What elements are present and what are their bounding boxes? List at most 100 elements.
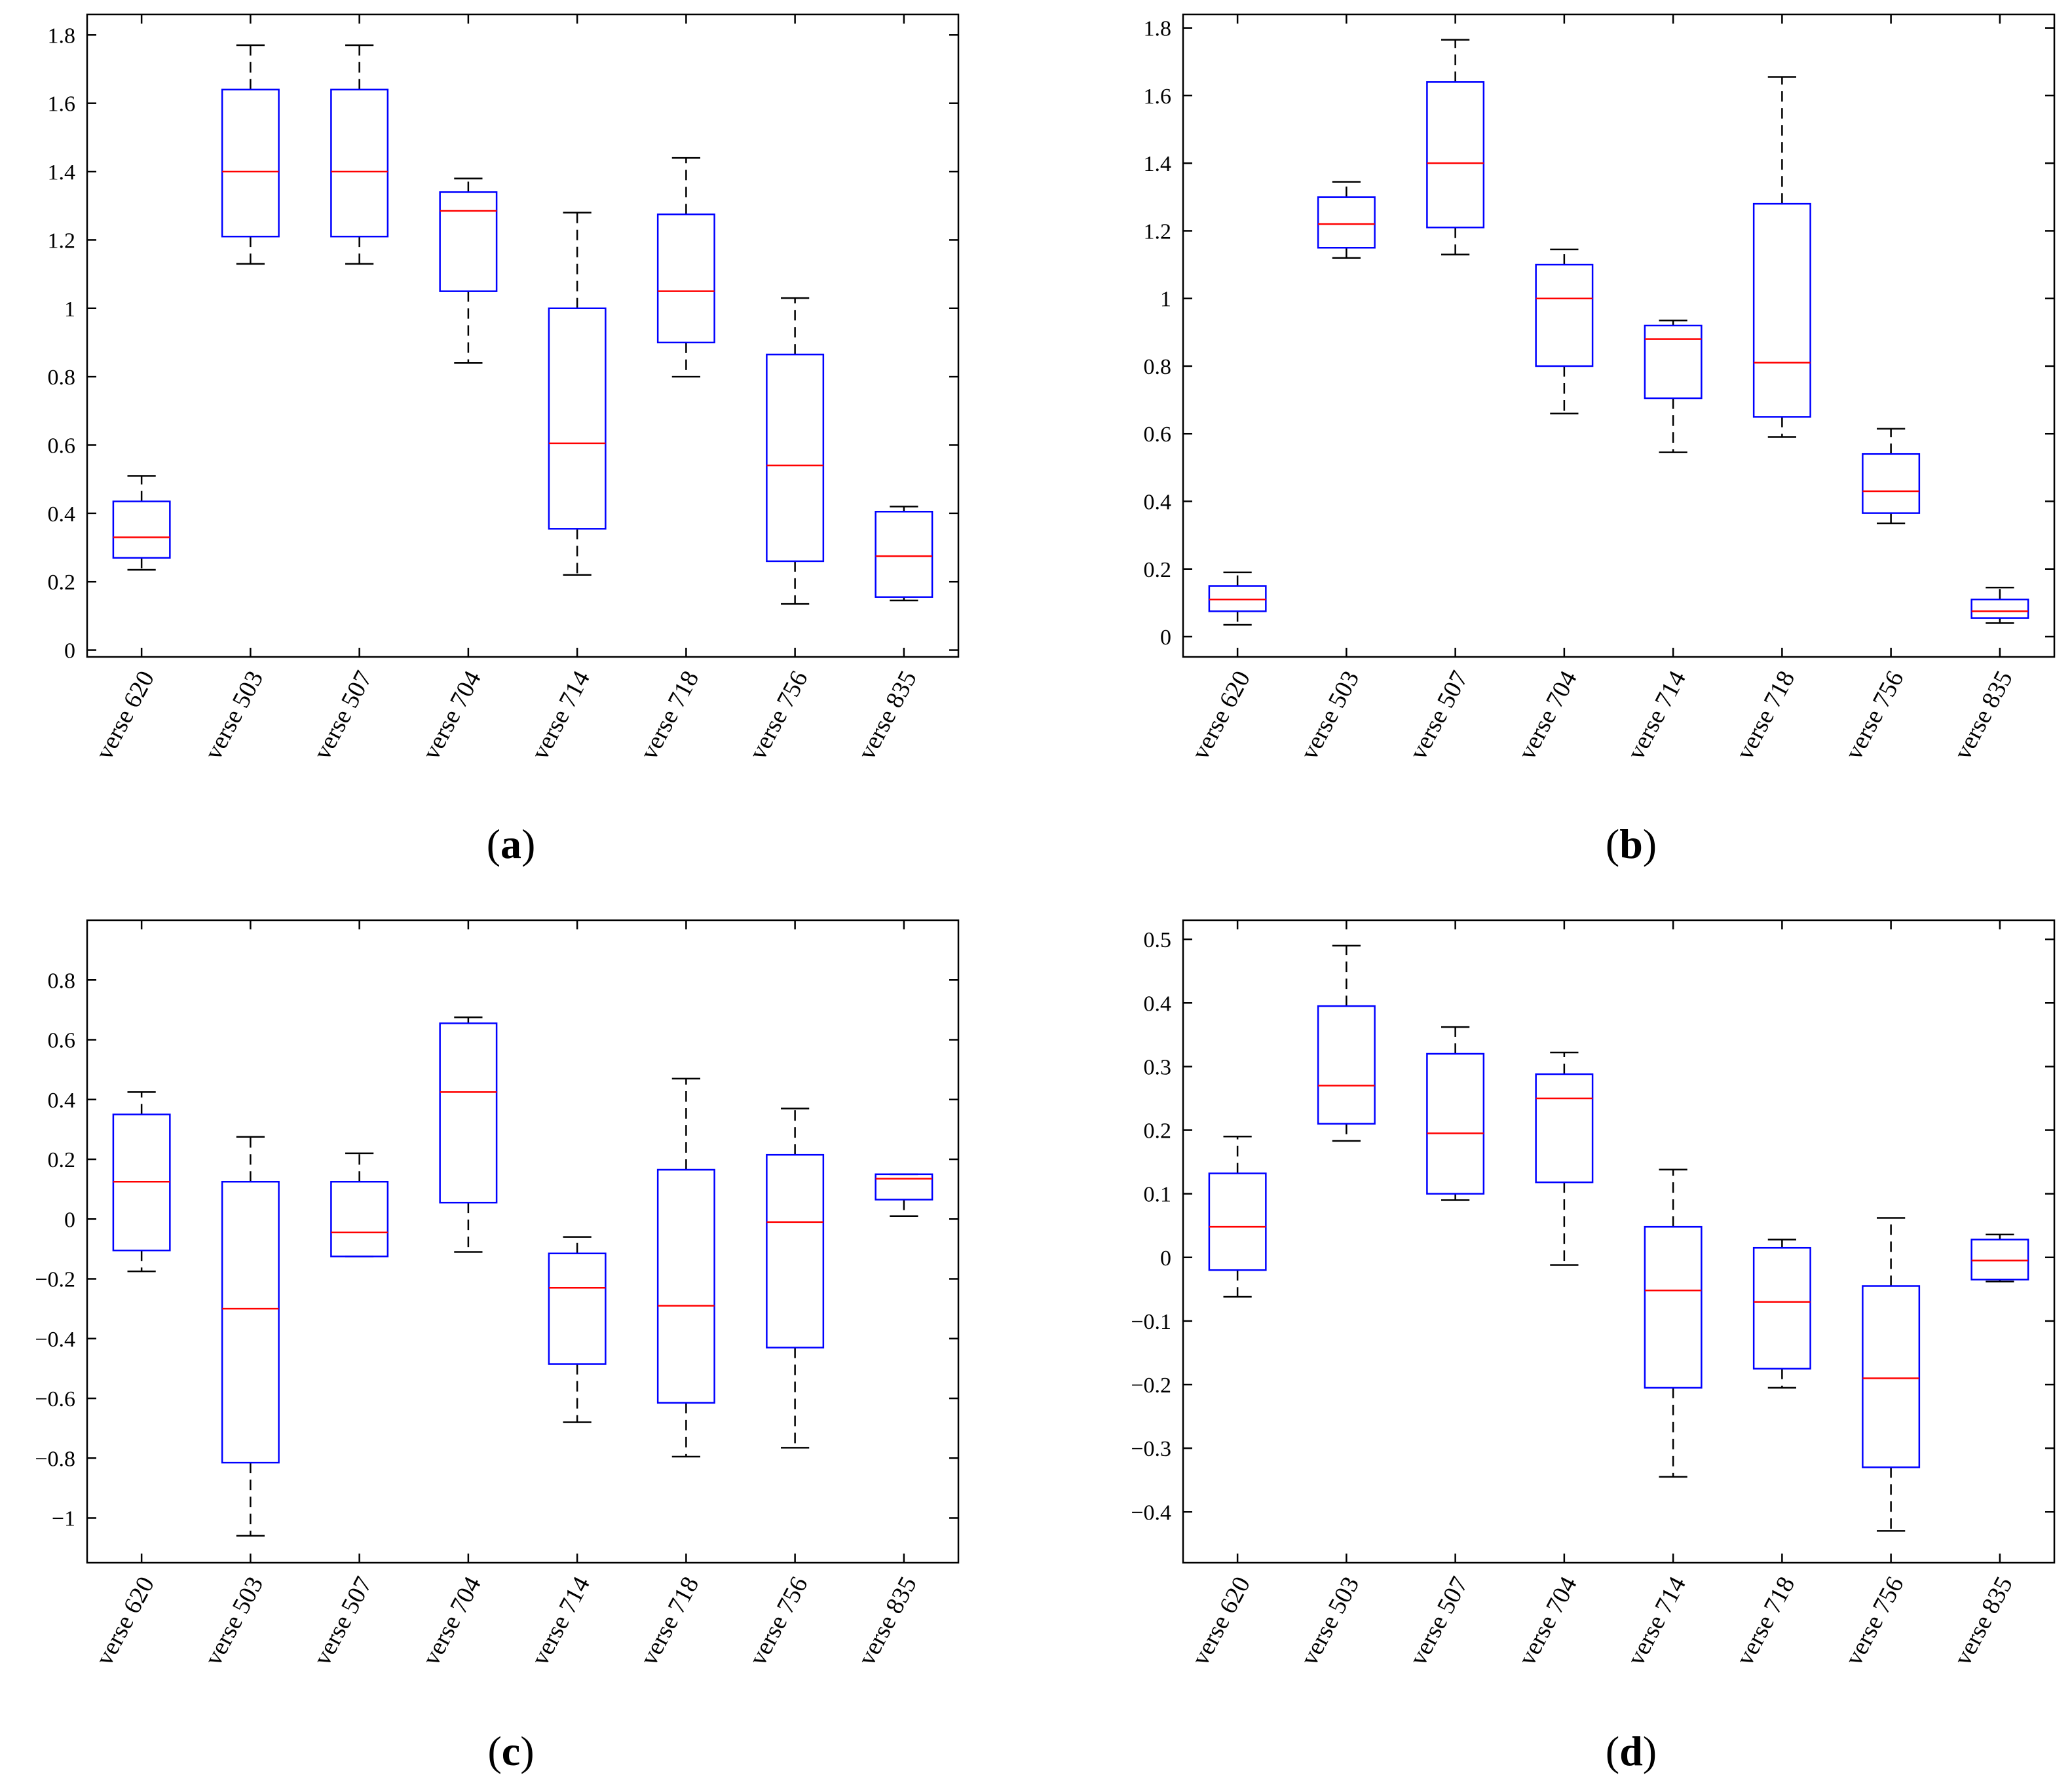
panel-caption: (a) (487, 821, 536, 867)
iqr-box (1535, 1073, 1594, 1184)
box-plot-8 (1970, 586, 2029, 624)
axes-frame (1182, 919, 2056, 1564)
iqr-box (1862, 1285, 1921, 1468)
box-plot-2 (1317, 944, 1376, 1142)
iqr-box (1752, 1246, 1811, 1370)
y-tick-label: 0.4 (1144, 490, 1172, 514)
box-plot-7 (1862, 428, 1921, 525)
box-plot-3 (1426, 1026, 1485, 1201)
x-category-label: verse 835 (853, 667, 922, 764)
box-plot-3 (1426, 39, 1485, 255)
y-tick-label: 0.5 (1144, 928, 1172, 952)
x-category-label: verse 718 (635, 1573, 704, 1670)
x-category-label: verse 503 (1295, 1573, 1365, 1670)
box-plot-5 (548, 1236, 607, 1423)
panel-caption: (b) (1606, 821, 1657, 867)
x-category-label: verse 756 (744, 667, 814, 764)
x-category-label: verse 704 (1513, 667, 1583, 764)
x-category-label: verse 620 (90, 1573, 160, 1670)
chart-panel-b: 0 0.2 0.4 0.6 0.8 1 1.2 1.4 1.6 1.8 verse 620 verse… (1144, 13, 2056, 867)
axes-frame (86, 919, 960, 1564)
x-category-label: verse 620 (90, 667, 160, 764)
x-category-label: verse 503 (199, 1573, 269, 1670)
iqr-box (1862, 453, 1921, 514)
y-tick-label: 0.4 (48, 1089, 76, 1113)
x-category-label: verse 704 (1513, 1573, 1583, 1670)
axes-frame (1182, 13, 2056, 658)
y-tick-label: 1.8 (1144, 17, 1172, 41)
y-tick-label: 0 (64, 639, 75, 663)
box-plot-4 (1535, 248, 1594, 415)
box-plot-6 (656, 157, 715, 378)
x-category-label: verse 756 (1840, 667, 1910, 764)
y-tick-label: −0.2 (1131, 1373, 1171, 1398)
x-category-label: verse 503 (199, 667, 269, 764)
x-category-label: verse 718 (1731, 667, 1800, 764)
iqr-box (1644, 324, 1703, 400)
iqr-box (1426, 81, 1485, 229)
x-category-label: verse 503 (1295, 667, 1365, 764)
y-tick-label: −0.4 (1131, 1501, 1171, 1525)
iqr-box (1752, 202, 1811, 418)
box-plot-7 (766, 1108, 825, 1449)
y-tick-label: 0.1 (1144, 1183, 1172, 1207)
y-tick-label: 0.3 (1144, 1055, 1172, 1079)
x-category-label: verse 714 (526, 1573, 595, 1670)
y-tick-label: 0.2 (48, 1148, 76, 1172)
iqr-box (221, 1180, 280, 1464)
iqr-box (1426, 1053, 1485, 1195)
y-tick-label: −0.1 (1131, 1310, 1171, 1334)
iqr-box (439, 191, 498, 292)
iqr-box (548, 307, 607, 530)
y-tick-label: −1 (52, 1507, 75, 1531)
box-plot-7 (766, 297, 825, 605)
box-plot-2 (221, 1136, 280, 1537)
y-tick-label: 0.2 (1144, 1119, 1172, 1144)
panel-caption: (c) (487, 1728, 534, 1774)
box-plot-4 (1535, 1051, 1594, 1266)
y-tick-label: 0.6 (1144, 422, 1172, 447)
box-plot-6 (1752, 1239, 1811, 1389)
iqr-box (1644, 1225, 1703, 1389)
box-plot-5 (1644, 320, 1703, 453)
box-plot-8 (875, 1173, 933, 1217)
x-category-label: verse 835 (1949, 667, 2018, 764)
y-tick-label: 0 (64, 1208, 75, 1232)
iqr-box (439, 1022, 498, 1204)
iqr-box (656, 214, 715, 344)
box-plot-5 (548, 212, 607, 576)
y-tick-label: 1 (64, 297, 75, 322)
iqr-box (1208, 585, 1267, 612)
chart-panel-d: −0.4 −0.3 −0.2 −0.1 0 0.1 0.2 0.3 0.4 0.5 verse 62… (1131, 919, 2056, 1774)
iqr-box (875, 1173, 933, 1201)
y-tick-label: 1.8 (48, 24, 76, 48)
y-tick-label: −0.2 (35, 1268, 75, 1292)
panel-caption: (d) (1606, 1728, 1657, 1774)
y-tick-label: 0 (1160, 625, 1171, 650)
x-category-label: verse 714 (1622, 667, 1691, 764)
y-tick-label: −0.4 (35, 1328, 75, 1352)
box-plot-2 (1317, 181, 1376, 259)
x-category-label: verse 756 (1840, 1573, 1910, 1670)
iqr-box (548, 1252, 607, 1365)
x-category-label: verse 507 (1404, 1573, 1474, 1670)
y-tick-label: 1.6 (48, 92, 76, 117)
y-tick-label: 0.2 (1144, 558, 1172, 582)
x-category-label: verse 835 (1949, 1573, 2018, 1670)
y-tick-label: 0.2 (48, 570, 76, 595)
box-plot-7 (1862, 1217, 1921, 1532)
y-tick-label: 0.8 (48, 365, 76, 390)
y-tick-label: 0.8 (1144, 355, 1172, 379)
x-category-label: verse 714 (1622, 1573, 1691, 1670)
box-plot-5 (1644, 1168, 1703, 1478)
x-category-label: verse 718 (635, 667, 704, 764)
box-plot-4 (439, 177, 498, 364)
y-tick-label: 0.6 (48, 434, 76, 458)
box-plot-8 (875, 506, 933, 602)
x-category-label: verse 714 (526, 667, 595, 764)
box-plot-3 (330, 1152, 389, 1258)
box-plot-1 (112, 1091, 171, 1273)
iqr-box (1208, 1172, 1267, 1271)
